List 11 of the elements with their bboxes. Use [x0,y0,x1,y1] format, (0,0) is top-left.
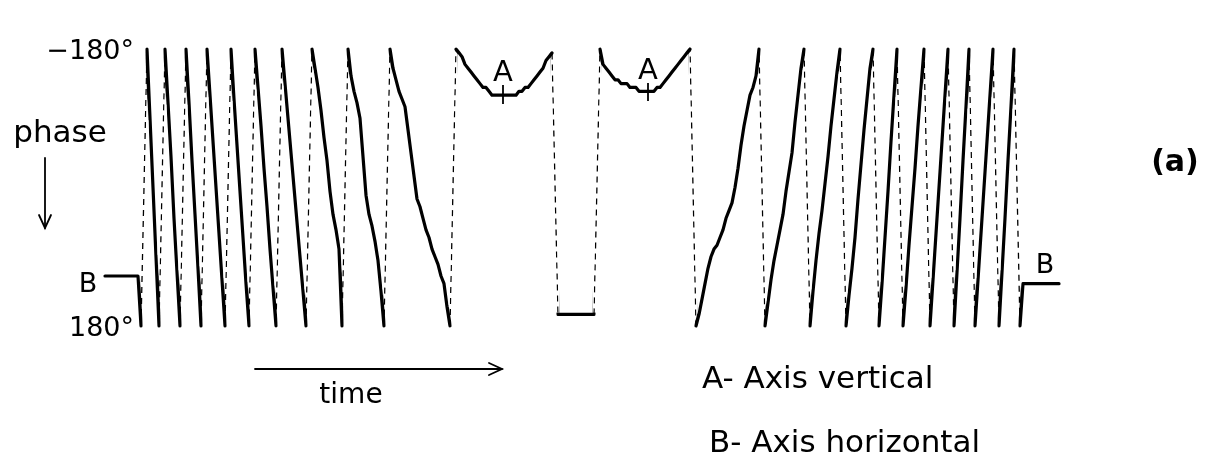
text: B- Axis horizontal [709,423,981,459]
y-tick-label: 180° [68,310,134,342]
annotation: B [1035,247,1055,279]
annotation: A [638,52,659,86]
text: B [78,266,98,298]
text: A- Axis vertical [702,359,934,395]
y-tick-label: −180° [46,33,134,65]
annotation: A [493,54,514,88]
y-axis-title: phase [13,113,107,149]
x-axis-title: time [319,376,383,410]
text: (a) [1151,142,1199,178]
